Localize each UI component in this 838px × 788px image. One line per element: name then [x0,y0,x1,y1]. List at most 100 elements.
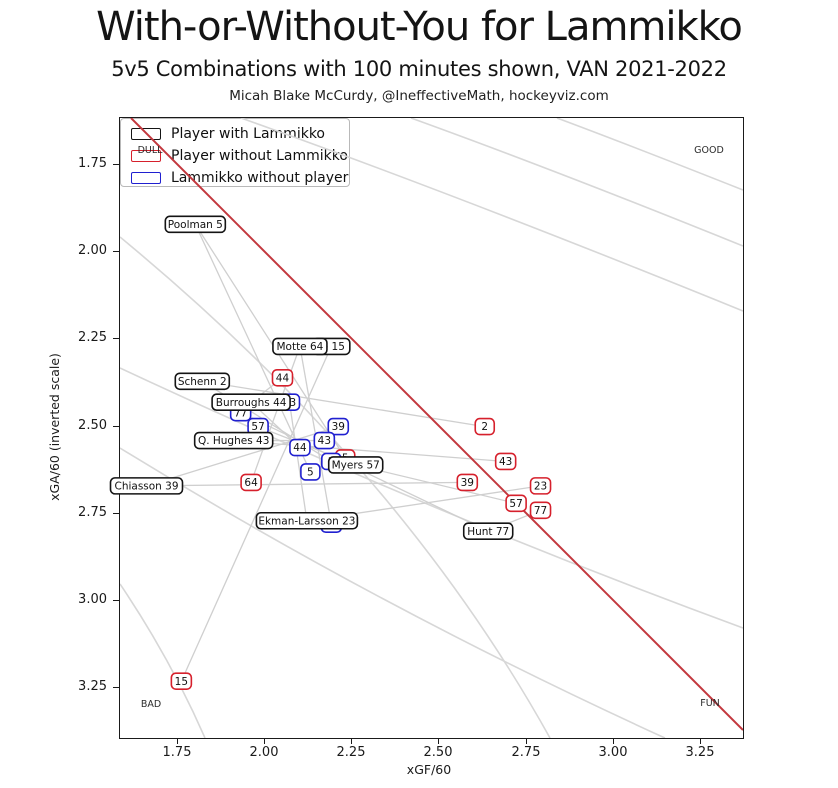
point-label: 64 [244,477,258,489]
y-tick-mark [113,513,119,514]
point-box [170,672,193,690]
x-tick-label: 3.00 [598,745,628,760]
point-label: 44 [293,442,307,454]
point-box [505,494,527,513]
point-box [211,393,291,411]
x-tick-label: 2.75 [511,745,541,760]
point-label: Burroughs 44 [216,397,287,409]
connector-line-chiasson39-r39 [146,481,468,487]
corner-label-bad: BAD [141,699,161,710]
x-tick-mark [700,738,701,744]
point-with-qhughes43: Q. Hughes 43 [193,431,274,450]
point-label: 39 [461,477,474,489]
x-tick-label: 3.25 [685,745,715,760]
y-tick-label: 1.75 [78,156,107,171]
connector-line-schenn2-r2 [202,380,485,428]
x-tick-label: 2.25 [336,745,366,760]
connector-line-motte64-r64 [250,346,301,483]
point-box [193,431,274,450]
point-label: 44 [276,372,290,384]
y-tick-mark [113,164,119,165]
point-label: Ekman-Larsson 23 [258,515,355,527]
connector-line-el23-b23 [288,402,308,521]
y-tick-label: 2.00 [78,243,107,258]
point-without-r77: 77 [529,501,552,520]
point-box [300,463,321,481]
point-box [327,456,384,474]
y-axis-title: xGA/60 (inverted scale) [47,353,62,501]
iso-curve [410,118,743,247]
point-label: Schenn 2 [178,376,227,388]
legend-swatch-without-icon [131,150,161,162]
connector-line-chiasson39-b39 [146,425,339,487]
y-tick-label: 3.25 [78,679,107,694]
point-box [255,511,359,530]
point-label: 57 [509,498,522,510]
point-with-motte64: Motte 64 [272,337,328,356]
point-without-r57: 57 [505,494,527,513]
point-label: 43 [499,456,512,468]
point-without-r43: 43 [494,452,517,471]
point-lammikko-b43: 43 [313,431,336,450]
connector-line-highmore15-r15 [180,346,332,682]
point-box [529,477,552,495]
point-box [109,477,184,495]
iso-curve [120,236,551,738]
point-box [289,438,311,457]
corner-labels-layer: DULL GOOD BAD FUN [138,145,724,710]
point-box [327,417,350,436]
point-box [474,417,496,436]
corner-label-good: GOOD [694,145,724,156]
iso-curve [120,367,743,629]
point-label: Chiasson 39 [114,480,178,492]
iso-curve [120,583,206,738]
iso-curve [556,118,743,191]
y-tick-label: 2.75 [78,505,107,520]
point-label: 43 [318,435,331,447]
legend-row: Player without Lammikko [121,145,349,167]
point-label: 39 [332,421,345,433]
point-without-r2: 2 [474,417,496,436]
y-tick-mark [113,426,119,427]
point-box [313,431,336,450]
point-without-r15: 15 [170,672,193,690]
legend-label: Player with Lammikko [171,126,325,142]
connector-line-poolman5-r5 [194,224,346,459]
point-box [240,473,262,492]
y-tick-mark [113,251,119,252]
point-lammikko-b39: 39 [327,417,350,436]
y-tick-label: 2.25 [78,330,107,345]
point-label: Hunt 77 [467,526,509,538]
point-label: 77 [534,505,547,517]
point-box [271,368,294,387]
point-box [462,522,514,541]
legend-label: Lammikko without player [171,170,349,186]
point-label: Myers 57 [332,460,380,472]
page-subtitle: 5v5 Combinations with 100 minutes shown,… [111,57,727,81]
point-without-r39: 39 [456,473,479,492]
point-with-poolman5: Poolman 5 [164,215,227,234]
y-tick-label: 2.50 [78,418,107,433]
point-label: Poolman 5 [168,219,223,231]
corner-label-fun: FUN [700,698,720,709]
iso-curves-layer [120,118,743,738]
x-tick-mark [526,738,527,744]
wowy-scatter-plot: re 155644464243392357771523775739434425P… [109,118,743,738]
point-with-burroughs44: Burroughs 44 [211,393,291,411]
x-axis-title: xGF/60 [406,762,452,777]
point-with-el23: Ekman-Larsson 23 [255,511,359,530]
connector-line-qhughes43-r43 [233,439,506,463]
point-label: Motte 64 [276,341,323,353]
x-tick-mark [613,738,614,744]
legend-swatch-lammikko-icon [131,172,161,184]
break-even-line [130,118,743,731]
legend: Player with Lammikko Player without Lamm… [120,118,350,187]
point-label: 2 [481,421,488,433]
point-box [164,215,227,234]
point-lammikko-b44: 44 [289,438,311,457]
x-tick-label: 2.00 [249,745,279,760]
y-tick-mark [113,338,119,339]
point-lammikko-b5: 5 [300,463,321,481]
point-box [494,452,517,471]
